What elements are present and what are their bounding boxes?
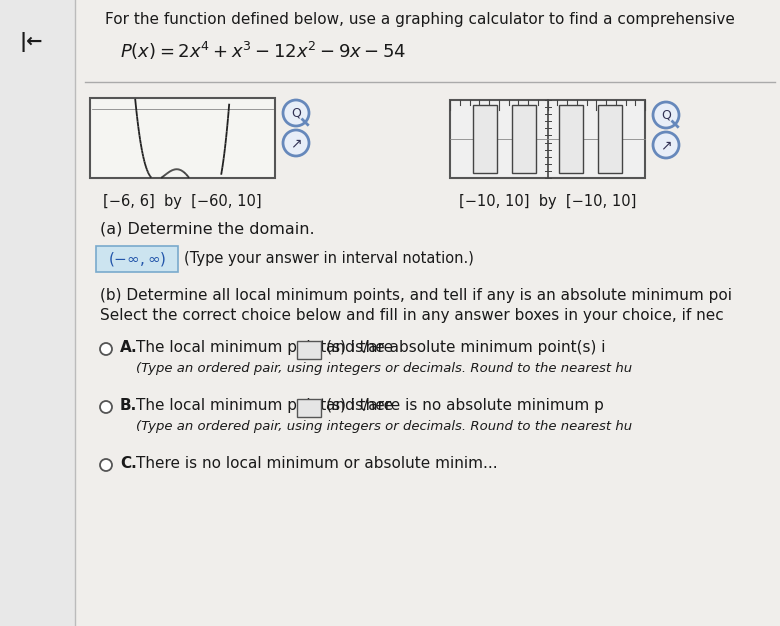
Circle shape xyxy=(100,343,112,355)
FancyBboxPatch shape xyxy=(473,105,497,173)
Text: ↗: ↗ xyxy=(290,136,302,150)
Text: $(-\infty,\infty)$: $(-\infty,\infty)$ xyxy=(108,250,166,268)
Text: A.: A. xyxy=(120,340,137,355)
Text: and there is no absolute minimum p: and there is no absolute minimum p xyxy=(326,398,604,413)
Circle shape xyxy=(283,100,309,126)
FancyBboxPatch shape xyxy=(598,105,622,173)
Text: (Type an ordered pair, using integers or decimals. Round to the nearest hu: (Type an ordered pair, using integers or… xyxy=(136,362,632,375)
Text: (a) Determine the domain.: (a) Determine the domain. xyxy=(100,222,314,237)
Circle shape xyxy=(283,130,309,156)
Text: Q: Q xyxy=(291,106,301,120)
Text: (Type your answer in interval notation.): (Type your answer in interval notation.) xyxy=(184,252,474,267)
Text: For the function defined below, use a graphing calculator to find a comprehensiv: For the function defined below, use a gr… xyxy=(105,12,735,27)
Circle shape xyxy=(653,132,679,158)
Text: and the absolute minimum point(s) i: and the absolute minimum point(s) i xyxy=(326,340,605,355)
Text: C.: C. xyxy=(120,456,136,471)
FancyBboxPatch shape xyxy=(90,98,275,178)
Text: There is no local minimum or absolute minim...: There is no local minimum or absolute mi… xyxy=(136,456,498,471)
FancyBboxPatch shape xyxy=(297,341,321,359)
Text: [−6, 6]  by  [−60, 10]: [−6, 6] by [−60, 10] xyxy=(103,194,262,209)
Circle shape xyxy=(100,459,112,471)
Text: The local minimum point(s) is/are: The local minimum point(s) is/are xyxy=(136,340,393,355)
Text: ↗: ↗ xyxy=(660,138,672,152)
Text: [−10, 10]  by  [−10, 10]: [−10, 10] by [−10, 10] xyxy=(459,194,636,209)
FancyBboxPatch shape xyxy=(297,399,321,417)
Text: |←: |← xyxy=(20,32,44,52)
FancyBboxPatch shape xyxy=(96,246,178,272)
Text: (b) Determine all local minimum points, and tell if any is an absolute ​minimum : (b) Determine all local minimum points, … xyxy=(100,288,732,303)
Text: The local minimum point(s) is/are: The local minimum point(s) is/are xyxy=(136,398,393,413)
Text: Q: Q xyxy=(661,108,671,121)
Text: $P(x) = 2x^4 + x^3 - 12x^2 - 9x - 54$: $P(x) = 2x^4 + x^3 - 12x^2 - 9x - 54$ xyxy=(120,40,406,62)
FancyBboxPatch shape xyxy=(559,105,583,173)
Text: Select the correct choice below and fill in any answer boxes in your choice, if : Select the correct choice below and fill… xyxy=(100,308,724,323)
Circle shape xyxy=(653,102,679,128)
Text: B.: B. xyxy=(120,398,137,413)
FancyBboxPatch shape xyxy=(512,105,536,173)
FancyBboxPatch shape xyxy=(75,0,780,626)
Circle shape xyxy=(100,401,112,413)
Text: (Type an ordered pair, using integers or decimals. Round to the nearest hu: (Type an ordered pair, using integers or… xyxy=(136,420,632,433)
FancyBboxPatch shape xyxy=(450,100,645,178)
